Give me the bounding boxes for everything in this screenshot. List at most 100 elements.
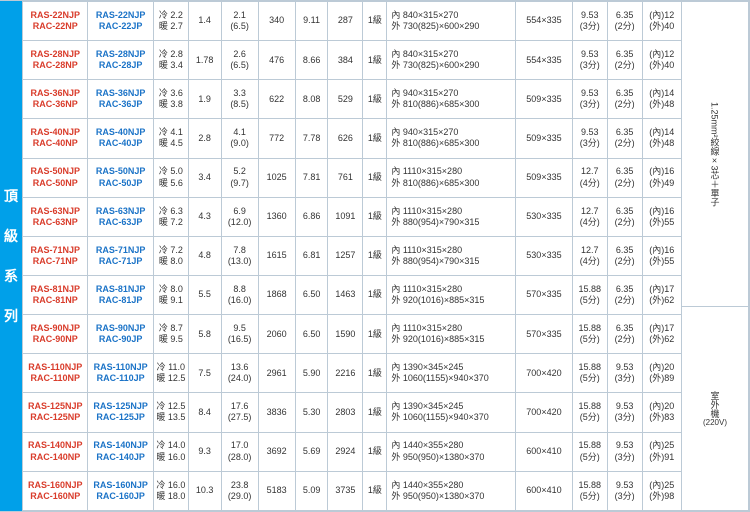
capacity-cell: 冷 8.7暖 9.5 <box>153 315 188 354</box>
grade-cell: 1級 <box>363 236 387 275</box>
aph-cell: 2803 <box>328 393 363 432</box>
length-cell: (內)25(外)91 <box>642 432 681 471</box>
noise-cell: 2961 <box>258 354 295 393</box>
model-red-cell: RAS-36NJPRAC-36NP <box>23 80 88 119</box>
cspf-cell: 5.69 <box>295 432 328 471</box>
capacity-cell: 冷 14.0暖 16.0 <box>153 432 188 471</box>
eer-cell: 7.5 <box>188 354 221 393</box>
pipe-a-cell: 15.88(5分) <box>572 393 607 432</box>
cable-spec: 1.25mm²絞線×3芯＋單子 <box>709 102 722 207</box>
eer-cell: 2.8 <box>188 119 221 158</box>
grade-cell: 1級 <box>363 393 387 432</box>
dimensions-cell: 內 1110×315×280外 920(1016)×885×315 <box>387 275 516 314</box>
noise-cell: 340 <box>258 2 295 41</box>
outer-dim-cell: 600×410 <box>516 471 573 510</box>
model-blue-cell: RAS-22NJPRAC-22JP <box>88 2 153 41</box>
pipe-b-cell: 6.35(2分) <box>607 41 642 80</box>
length-cell: (內)12(外)40 <box>642 2 681 41</box>
capacity-cell: 冷 16.0暖 18.0 <box>153 471 188 510</box>
grade-cell: 1級 <box>363 432 387 471</box>
pipe-b-cell: 6.35(2分) <box>607 197 642 236</box>
eer-cell: 5.8 <box>188 315 221 354</box>
noise-cell: 3836 <box>258 393 295 432</box>
length-cell: (內)16(外)55 <box>642 236 681 275</box>
table-row: RAS-36NJPRAC-36NPRAS-36NJPRAC-36JP冷 3.6暖… <box>23 80 682 119</box>
noise-cell: 622 <box>258 80 295 119</box>
model-red-cell: RAS-125NJPRAC-125NP <box>23 393 88 432</box>
outer-dim-cell: 570×335 <box>516 315 573 354</box>
aph-cell: 3735 <box>328 471 363 510</box>
dimensions-cell: 內 1110×315×280外 920(1016)×885×315 <box>387 315 516 354</box>
aph-cell: 1091 <box>328 197 363 236</box>
cop-cell: 13.6(24.0) <box>221 354 258 393</box>
cspf-cell: 6.81 <box>295 236 328 275</box>
outer-dim-cell: 509×335 <box>516 119 573 158</box>
noise-cell: 1025 <box>258 158 295 197</box>
cop-cell: 2.1(6.5) <box>221 2 258 41</box>
model-blue-cell: RAS-28NJPRAC-28JP <box>88 41 153 80</box>
capacity-cell: 冷 7.2暖 8.0 <box>153 236 188 275</box>
noise-cell: 3692 <box>258 432 295 471</box>
length-cell: (內)25(外)98 <box>642 471 681 510</box>
pipe-a-cell: 15.88(5分) <box>572 432 607 471</box>
eer-cell: 4.3 <box>188 197 221 236</box>
pipe-b-cell: 6.35(2分) <box>607 158 642 197</box>
eer-cell: 1.9 <box>188 80 221 119</box>
pipe-b-cell: 9.53(3分) <box>607 354 642 393</box>
cop-cell: 5.2(9.7) <box>221 158 258 197</box>
cop-cell: 2.6(6.5) <box>221 41 258 80</box>
model-red-cell: RAS-81NJPRAC-81NP <box>23 275 88 314</box>
model-red-cell: RAS-90NJPRAC-90NP <box>23 315 88 354</box>
model-red-cell: RAS-140NJPRAC-140NP <box>23 432 88 471</box>
aph-cell: 626 <box>328 119 363 158</box>
noise-cell: 476 <box>258 41 295 80</box>
grade-cell: 1級 <box>363 275 387 314</box>
length-cell: (內)17(外)62 <box>642 275 681 314</box>
eer-cell: 10.3 <box>188 471 221 510</box>
cop-cell: 4.1(9.0) <box>221 119 258 158</box>
cop-cell: 8.8(16.0) <box>221 275 258 314</box>
pipe-b-cell: 6.35(2分) <box>607 315 642 354</box>
pipe-a-cell: 15.88(5分) <box>572 471 607 510</box>
dimensions-cell: 內 940×315×270外 810(886)×685×300 <box>387 119 516 158</box>
aph-cell: 287 <box>328 2 363 41</box>
pipe-b-cell: 9.53(3分) <box>607 471 642 510</box>
voltage-label: (220V) <box>703 418 727 427</box>
dimensions-cell: 內 1390×345×245外 1060(1155)×940×370 <box>387 354 516 393</box>
sidebar-char: 系 <box>4 266 18 286</box>
model-red-cell: RAS-28NJPRAC-28NP <box>23 41 88 80</box>
eer-cell: 4.8 <box>188 236 221 275</box>
cspf-cell: 7.78 <box>295 119 328 158</box>
noise-cell: 1868 <box>258 275 295 314</box>
outer-dim-cell: 700×420 <box>516 393 573 432</box>
eer-cell: 5.5 <box>188 275 221 314</box>
grade-cell: 1級 <box>363 158 387 197</box>
cspf-cell: 5.30 <box>295 393 328 432</box>
grade-cell: 1級 <box>363 354 387 393</box>
table-row: RAS-81NJPRAC-81NPRAS-81NJPRAC-81JP冷 8.0暖… <box>23 275 682 314</box>
table-row: RAS-125NJPRAC-125NPRAS-125NJPRAC-125JP冷 … <box>23 393 682 432</box>
cspf-cell: 6.50 <box>295 275 328 314</box>
noise-cell: 772 <box>258 119 295 158</box>
outdoor-unit-cell: 室外機 (220V) <box>682 307 749 511</box>
capacity-cell: 冷 3.6暖 3.8 <box>153 80 188 119</box>
grade-cell: 1級 <box>363 80 387 119</box>
cspf-cell: 7.81 <box>295 158 328 197</box>
dimensions-cell: 內 1110×315×280外 810(886)×685×300 <box>387 158 516 197</box>
table-row: RAS-28NJPRAC-28NPRAS-28NJPRAC-28JP冷 2.8暖… <box>23 41 682 80</box>
cop-cell: 17.6(27.5) <box>221 393 258 432</box>
dimensions-cell: 內 1110×315×280外 880(954)×790×315 <box>387 197 516 236</box>
spec-table-container: 頂 級 系 列 RAS-22NJPRAC-22NPRAS-22NJPRAC-22… <box>0 0 750 512</box>
model-red-cell: RAS-110NJPRAC-110NP <box>23 354 88 393</box>
outer-dim-cell: 554×335 <box>516 41 573 80</box>
cspf-cell: 8.08 <box>295 80 328 119</box>
grade-cell: 1級 <box>363 2 387 41</box>
outer-dim-cell: 570×335 <box>516 275 573 314</box>
grade-cell: 1級 <box>363 471 387 510</box>
eer-cell: 1.4 <box>188 2 221 41</box>
length-cell: (內)12(外)40 <box>642 41 681 80</box>
table-row: RAS-71NJPRAC-71NPRAS-71NJPRAC-71JP冷 7.2暖… <box>23 236 682 275</box>
table-row: RAS-140NJPRAC-140NPRAS-140NJPRAC-140JP冷 … <box>23 432 682 471</box>
aph-cell: 1463 <box>328 275 363 314</box>
cable-spec-cell: 1.25mm²絞線×3芯＋單子 <box>682 1 749 307</box>
